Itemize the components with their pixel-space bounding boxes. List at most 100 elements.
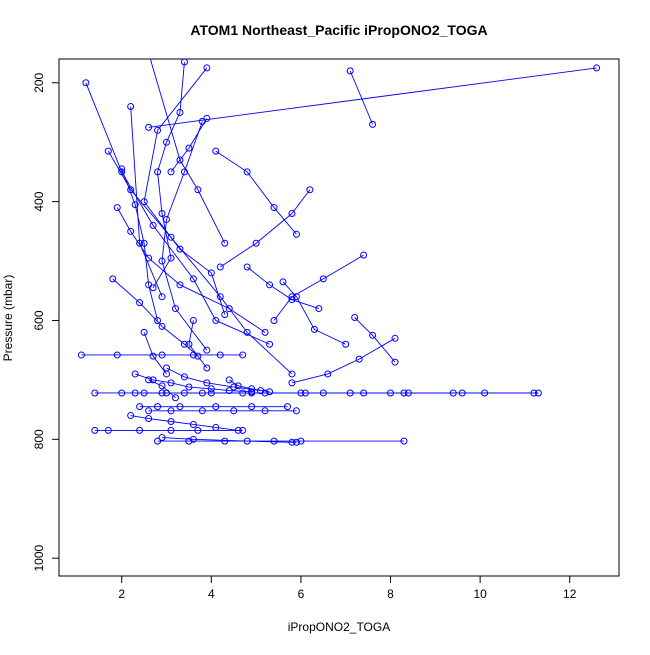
data-point bbox=[77, 351, 85, 359]
data-point bbox=[391, 358, 399, 366]
data-point bbox=[288, 210, 296, 218]
data-point bbox=[158, 210, 166, 218]
data-point bbox=[270, 437, 278, 445]
data-point bbox=[146, 50, 152, 56]
data-point bbox=[185, 437, 193, 445]
series-line bbox=[273, 254, 364, 321]
data-point bbox=[154, 316, 162, 324]
series-line bbox=[130, 106, 163, 297]
data-point bbox=[145, 376, 153, 384]
x-axis-label: iPropONO2_TOGA bbox=[288, 620, 390, 634]
data-point bbox=[158, 351, 166, 359]
data-point bbox=[185, 340, 193, 348]
data-point bbox=[279, 278, 287, 286]
data-point bbox=[171, 394, 179, 402]
data-point bbox=[136, 426, 144, 434]
data-point bbox=[243, 168, 251, 176]
data-point bbox=[194, 186, 202, 194]
data-point bbox=[248, 385, 256, 393]
data-point bbox=[149, 352, 157, 360]
y-tick-label: 200 bbox=[32, 72, 46, 92]
data-point bbox=[180, 340, 188, 348]
data-point bbox=[230, 383, 238, 391]
data-point bbox=[140, 328, 148, 336]
data-point bbox=[292, 407, 300, 415]
data-point bbox=[194, 426, 202, 434]
data-point bbox=[167, 417, 175, 425]
data-point bbox=[306, 186, 314, 194]
data-point bbox=[288, 370, 296, 378]
data-point bbox=[176, 281, 184, 289]
data-point bbox=[104, 147, 112, 155]
data-point bbox=[180, 168, 188, 176]
data-point bbox=[360, 251, 368, 259]
data-point bbox=[400, 437, 408, 445]
data-point bbox=[203, 364, 211, 372]
y-tick-label: 400 bbox=[32, 191, 46, 211]
data-point bbox=[203, 64, 211, 72]
plot-frame bbox=[58, 58, 620, 577]
y-tick-label: 600 bbox=[32, 310, 46, 330]
data-point bbox=[297, 389, 305, 397]
y-tick-label: 1000 bbox=[32, 545, 46, 572]
series-line bbox=[215, 150, 297, 235]
data-point bbox=[189, 435, 197, 443]
data-point bbox=[167, 379, 175, 387]
chart-title: ATOM1 Northeast_Pacific iPropONO2_TOGA bbox=[190, 22, 487, 38]
series-line bbox=[130, 415, 239, 431]
data-point bbox=[189, 351, 197, 359]
data-point bbox=[225, 376, 233, 384]
data-point bbox=[91, 426, 99, 434]
data-point bbox=[225, 305, 233, 313]
y-tick-label: 800 bbox=[32, 429, 46, 449]
data-point bbox=[239, 389, 247, 397]
data-point bbox=[154, 437, 162, 445]
data-point bbox=[216, 293, 224, 301]
data-point bbox=[266, 388, 274, 396]
data-point bbox=[355, 355, 363, 363]
data-point bbox=[136, 299, 144, 307]
data-point bbox=[266, 340, 274, 348]
x-tick-label: 12 bbox=[563, 587, 577, 601]
data-point bbox=[171, 305, 179, 313]
data-point bbox=[198, 407, 206, 415]
x-tick-label: 6 bbox=[298, 587, 305, 601]
data-point bbox=[203, 379, 211, 387]
data-point bbox=[270, 316, 278, 324]
series-line bbox=[148, 67, 597, 128]
data-point bbox=[131, 370, 139, 378]
data-point bbox=[593, 64, 601, 72]
data-point bbox=[158, 382, 166, 390]
data-point bbox=[158, 293, 166, 301]
data-point bbox=[163, 370, 171, 378]
data-point bbox=[243, 437, 251, 445]
data-point bbox=[351, 314, 359, 321]
data-point bbox=[158, 257, 166, 265]
data-point bbox=[221, 437, 229, 445]
data-point bbox=[315, 305, 323, 313]
data-point bbox=[292, 438, 300, 446]
series-line bbox=[112, 278, 199, 357]
data-point bbox=[221, 311, 229, 319]
x-tick-label: 10 bbox=[473, 587, 487, 601]
series-line bbox=[354, 317, 396, 363]
data-point bbox=[140, 239, 148, 247]
x-tick-label: 4 bbox=[208, 587, 215, 601]
data-point bbox=[261, 328, 269, 336]
data-point bbox=[342, 340, 350, 348]
data-point bbox=[283, 403, 291, 411]
data-point bbox=[149, 376, 157, 384]
data-point bbox=[207, 269, 215, 277]
series-line bbox=[152, 61, 185, 289]
data-point bbox=[310, 325, 318, 333]
data-point bbox=[243, 328, 251, 336]
x-tick-label: 2 bbox=[118, 587, 125, 601]
data-point bbox=[180, 389, 188, 397]
series-line bbox=[135, 373, 252, 393]
series-line bbox=[282, 281, 346, 345]
data-point bbox=[203, 346, 211, 354]
data-point bbox=[136, 239, 144, 247]
data-point bbox=[154, 126, 162, 134]
data-point bbox=[449, 389, 457, 397]
data-point bbox=[391, 334, 399, 342]
